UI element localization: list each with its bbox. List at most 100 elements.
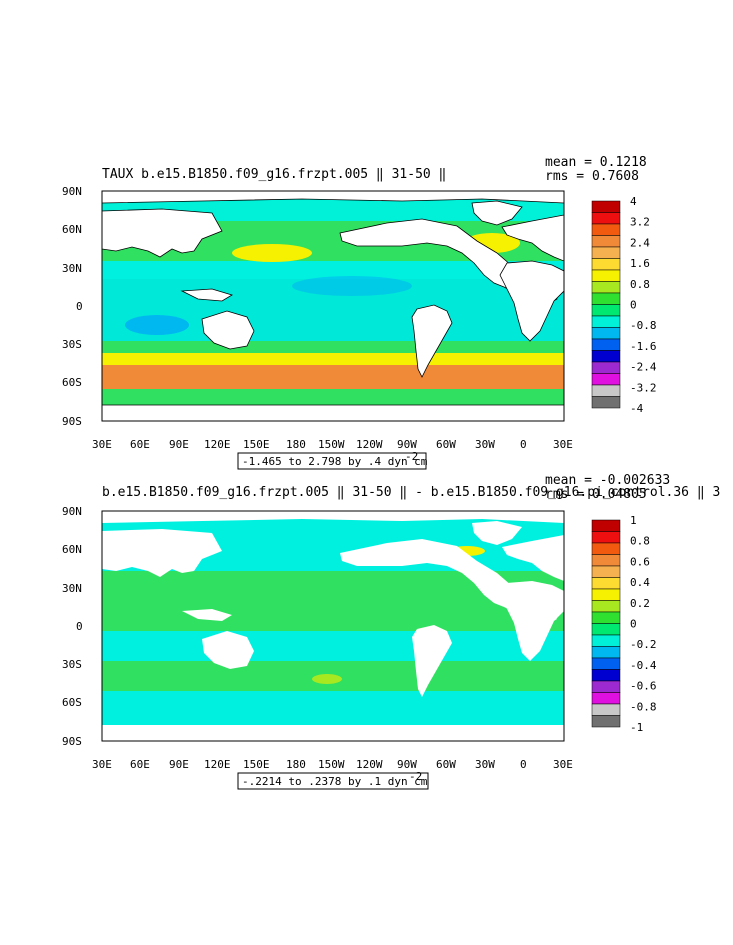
- lat-tick: 90N: [62, 185, 82, 198]
- colorbar-swatch: [591, 361, 621, 374]
- colorbar-swatch: [591, 657, 621, 670]
- colorbar-label: 2.4: [630, 236, 650, 249]
- colorbar-label: 0: [630, 299, 637, 312]
- colorbar-label: 0.6: [630, 555, 650, 568]
- colorbar-swatch: [591, 600, 621, 613]
- lat-tick: 90S: [62, 415, 82, 428]
- colorbar-swatch: [591, 246, 621, 259]
- lat-tick: 30N: [62, 582, 82, 595]
- lat-tick: 0: [76, 300, 83, 313]
- panel-1-range-label: -1.465 to 2.798 by .4 dyn cm: [242, 455, 428, 468]
- colorbar-swatch: [591, 315, 621, 328]
- colorbar-swatch: [591, 669, 621, 682]
- colorbar-swatch: [591, 577, 621, 590]
- colorbar-swatch: [591, 703, 621, 716]
- panel-2-range-superscript: -2: [409, 770, 422, 783]
- colorbar-swatch: [591, 715, 621, 728]
- colorbar-swatch: [591, 338, 621, 351]
- colorbar-label: 1: [630, 514, 637, 527]
- panel-1-title: TAUX b.e15.B1850.f09_g16.frzpt.005 ‖ 31-…: [102, 167, 446, 182]
- colorbar-swatch: [591, 223, 621, 236]
- colorbar-swatch: [591, 396, 621, 409]
- colorbar-swatch: [591, 200, 621, 213]
- colorbar-label: 0.8: [630, 278, 650, 291]
- colorbar-label: -1.6: [630, 340, 657, 353]
- panel-1-colorbar: 4 3.2 2.4 1.6 0.8 0 -0.8 -1.6 -2.4 -3.2 -4: [591, 195, 657, 415]
- panel-2: b.e15.B1850.f09_g16.frzpt.005 ‖ 31-50 ‖ …: [62, 473, 720, 790]
- lon-tick: 60W: [436, 438, 456, 451]
- colorbar-swatch: [591, 292, 621, 305]
- lon-tick: 150W: [318, 758, 345, 771]
- colorbar-label: -0.2: [630, 638, 657, 651]
- panel-1-range-superscript: -2: [405, 450, 418, 463]
- panel-2-range-label: -.2214 to .2378 by .1 dyn cm: [242, 775, 428, 788]
- colorbar-swatch: [591, 373, 621, 386]
- panel-1-lat-axis: 90N 60N 30N 0 30S 60S 90S: [62, 185, 83, 428]
- lon-tick: 0: [520, 758, 527, 771]
- colorbar-label: 3.2: [630, 216, 650, 229]
- colorbar-swatch: [591, 212, 621, 225]
- colorbar-swatch: [591, 692, 621, 705]
- colorbar-label: -0.6: [630, 680, 657, 693]
- lat-tick: 60S: [62, 376, 82, 389]
- lon-tick: 60E: [130, 758, 150, 771]
- colorbar-swatch: [591, 304, 621, 317]
- lon-tick: 150W: [318, 438, 345, 451]
- lon-tick: 120E: [204, 438, 231, 451]
- lon-tick: 90W: [397, 438, 417, 451]
- lon-tick: 0: [520, 438, 527, 451]
- lon-tick: 150E: [243, 438, 270, 451]
- colorbar-swatch: [591, 258, 621, 271]
- colorbar-swatch: [591, 646, 621, 659]
- colorbar-label: 0: [630, 618, 637, 631]
- colorbar-swatch: [591, 327, 621, 340]
- lon-tick: 30E: [553, 758, 573, 771]
- colorbar-label: 1.6: [630, 257, 650, 270]
- lon-tick: 30E: [92, 438, 112, 451]
- panel-2-map: [101, 510, 565, 742]
- lat-tick: 60N: [62, 543, 82, 556]
- panel-1-lon-axis: 30E 60E 90E 120E 150E 180 150W 120W 90W …: [92, 438, 573, 451]
- lat-tick: 0: [76, 620, 83, 633]
- panel-1-map: [101, 190, 565, 422]
- lon-tick: 90E: [169, 438, 189, 451]
- lon-tick: 180: [286, 438, 306, 451]
- colorbar-swatch: [591, 235, 621, 248]
- colorbar-label: -0.8: [630, 319, 657, 332]
- lat-tick: 60N: [62, 223, 82, 236]
- colorbar-label: -0.8: [630, 700, 657, 713]
- colorbar-swatch: [591, 554, 621, 567]
- colorbar-label: 4: [630, 195, 637, 208]
- colorbar-label: -3.2: [630, 381, 657, 394]
- colorbar-swatch: [591, 519, 621, 532]
- colorbar-swatch: [591, 565, 621, 578]
- lat-tick: 90S: [62, 735, 82, 748]
- colorbar-swatch: [591, 350, 621, 363]
- lon-tick: 180: [286, 758, 306, 771]
- lat-tick: 90N: [62, 505, 82, 518]
- panel-1-rms: rms = 0.7608: [545, 169, 639, 184]
- colorbar-swatch: [591, 281, 621, 294]
- panel-2-mean: mean = -0.002633: [545, 473, 670, 488]
- colorbar-swatch: [591, 269, 621, 282]
- panel-2-rms: rms = 0.04805: [545, 487, 647, 502]
- colorbar-swatch: [591, 384, 621, 397]
- lon-tick: 60E: [130, 438, 150, 451]
- colorbar-swatch: [591, 634, 621, 647]
- colorbar-swatch: [591, 588, 621, 601]
- lon-tick: 90E: [169, 758, 189, 771]
- panel-2-colorbar: 1 0.8 0.6 0.4 0.2 0 -0.2 -0.4 -0.6 -0.8 -1: [591, 514, 657, 734]
- colorbar-swatch: [591, 611, 621, 624]
- lat-tick: 30N: [62, 262, 82, 275]
- colorbar-label: -4: [630, 402, 644, 415]
- colorbar-swatch: [591, 680, 621, 693]
- lon-tick: 30E: [553, 438, 573, 451]
- lon-tick: 120E: [204, 758, 231, 771]
- lon-tick: 120W: [356, 438, 383, 451]
- panel-2-lat-axis: 90N 60N 30N 0 30S 60S 90S: [62, 505, 83, 748]
- colorbar-label: 0.4: [630, 576, 650, 589]
- colorbar-label: -2.4: [630, 361, 657, 374]
- colorbar-swatch: [591, 623, 621, 636]
- panel-1: TAUX b.e15.B1850.f09_g16.frzpt.005 ‖ 31-…: [62, 155, 657, 470]
